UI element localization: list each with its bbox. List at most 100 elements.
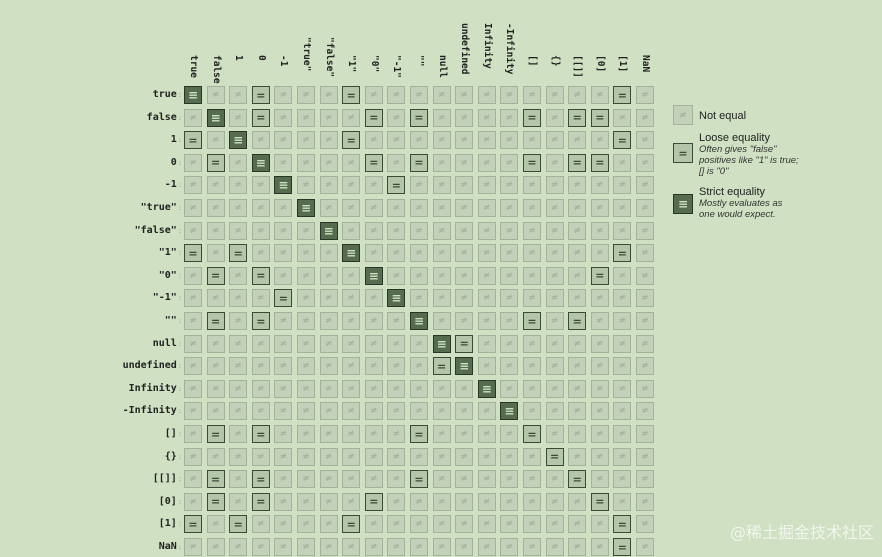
not-equal-cell: ≠	[274, 492, 293, 511]
not-equal-cell: ≠	[523, 289, 541, 308]
not-equal-cell: ≠	[297, 334, 315, 353]
not-equal-cell: ≠	[636, 131, 654, 150]
not-equal-cell: ≠	[410, 199, 428, 217]
not-equal-cell: ≠	[319, 402, 338, 421]
not-equal-cell: ≠	[251, 357, 270, 376]
loose-equal-cell: =	[568, 312, 587, 330]
not-equal-cell: ≠	[523, 86, 541, 104]
not-equal-cell: ≠	[455, 425, 474, 443]
column-label: -Infinity	[504, 23, 516, 75]
not-equal-cell: ≠	[364, 312, 383, 330]
loose-equal-cell: =	[229, 515, 248, 534]
not-equal-cell: ≠	[364, 357, 383, 376]
not-equal-cell: ≠	[590, 470, 609, 489]
not-equal-cell: ≠	[229, 470, 248, 489]
loose-equal-cell: =	[206, 470, 225, 489]
not-equal-cell: ≠	[229, 221, 248, 240]
not-equal-cell: ≠	[319, 470, 338, 489]
not-equal-cell: ≠	[184, 492, 202, 511]
not-equal-cell: ≠	[206, 538, 225, 556]
loose-equal-cell: =	[590, 266, 609, 285]
loose-equal-cell: =	[206, 266, 225, 285]
row-marker: :	[177, 249, 182, 258]
not-equal-cell: ≠	[432, 447, 451, 466]
not-equal-cell: ≠	[229, 492, 248, 511]
not-equal-cell: ≠	[477, 515, 496, 534]
not-equal-cell: ≠	[410, 266, 428, 285]
not-equal-cell: ≠	[319, 425, 338, 443]
row-label: [1]:	[60, 514, 182, 534]
not-equal-cell: ≠	[251, 176, 270, 195]
not-equal-cell: ≠	[590, 425, 609, 443]
not-equal-cell: ≠	[274, 108, 293, 127]
not-equal-cell: ≠	[500, 312, 519, 330]
row-label-text: "true"	[140, 202, 177, 213]
not-equal-cell: ≠	[500, 131, 519, 150]
row-label: "":	[60, 311, 182, 331]
row-label: NaN:	[60, 537, 182, 557]
column-label: Infinity	[481, 23, 493, 69]
not-equal-cell: ≠	[206, 402, 225, 421]
not-equal-cell: ≠	[251, 289, 270, 308]
legend-title: Not equal	[699, 110, 747, 122]
row-marker: :	[177, 543, 182, 551]
not-equal-cell: ≠	[500, 379, 519, 398]
not-equal-cell: ≠	[184, 153, 202, 172]
not-equal-cell: ≠	[410, 379, 428, 398]
not-equal-cell: ≠	[274, 199, 293, 217]
not-equal-cell: ≠	[568, 289, 587, 308]
not-equal-cell: ≠	[206, 289, 225, 308]
not-equal-cell: ≠	[364, 515, 383, 534]
not-equal-cell: ≠	[455, 289, 474, 308]
not-equal-cell: ≠	[274, 515, 293, 534]
not-equal-cell: ≠	[274, 447, 293, 466]
not-equal-cell: ≠	[319, 176, 338, 195]
not-equal-cell: ≠	[206, 379, 225, 398]
not-equal-cell: ≠	[319, 379, 338, 398]
strict-equal-cell: ≡	[500, 402, 519, 421]
not-equal-cell: ≠	[432, 470, 451, 489]
not-equal-cell: ≠	[613, 221, 632, 240]
not-equal-cell: ≠	[523, 470, 541, 489]
not-equal-cell: ≠	[523, 538, 541, 556]
not-equal-cell: ≠	[364, 402, 383, 421]
not-equal-cell: ≠	[545, 153, 564, 172]
not-equal-cell: ≠	[274, 334, 293, 353]
not-equal-cell: ≠	[636, 538, 654, 556]
not-equal-cell: ≠	[568, 447, 587, 466]
not-equal-cell: ≠	[477, 244, 496, 263]
not-equal-cell: ≠	[545, 470, 564, 489]
row-label: "1":	[60, 243, 182, 263]
not-equal-cell: ≠	[613, 176, 632, 195]
not-equal-cell: ≠	[500, 538, 519, 556]
not-equal-cell: ≠	[206, 86, 225, 104]
loose-equal-cell: =	[613, 131, 632, 150]
not-equal-cell: ≠	[251, 221, 270, 240]
not-equal-cell: ≠	[297, 402, 315, 421]
loose-equal-cell: =	[364, 108, 383, 127]
loose-equal-cell: =	[274, 289, 293, 308]
not-equal-cell: ≠	[500, 492, 519, 511]
not-equal-cell: ≠	[410, 492, 428, 511]
not-equal-cell: ≠	[613, 379, 632, 398]
loose-equal-cell: =	[523, 153, 541, 172]
not-equal-cell: ≠	[184, 538, 202, 556]
not-equal-cell: ≠	[590, 244, 609, 263]
not-equal-cell: ≠	[297, 425, 315, 443]
not-equal-cell: ≠	[410, 334, 428, 353]
not-equal-cell: ≠	[523, 266, 541, 285]
row-label-text: true	[152, 89, 177, 100]
row-label: null:	[60, 334, 182, 354]
not-equal-cell: ≠	[500, 334, 519, 353]
loose-equal-cell: =	[206, 312, 225, 330]
not-equal-cell: ≠	[613, 447, 632, 466]
not-equal-cell: ≠	[387, 334, 406, 353]
not-equal-cell: ≠	[364, 425, 383, 443]
not-equal-cell: ≠	[590, 357, 609, 376]
not-equal-cell: ≠	[342, 538, 361, 556]
row-label-text: []	[164, 428, 177, 439]
not-equal-cell: ≠	[184, 176, 202, 195]
not-equal-cell: ≠	[184, 357, 202, 376]
strict-equal-cell: ≡	[455, 357, 474, 376]
